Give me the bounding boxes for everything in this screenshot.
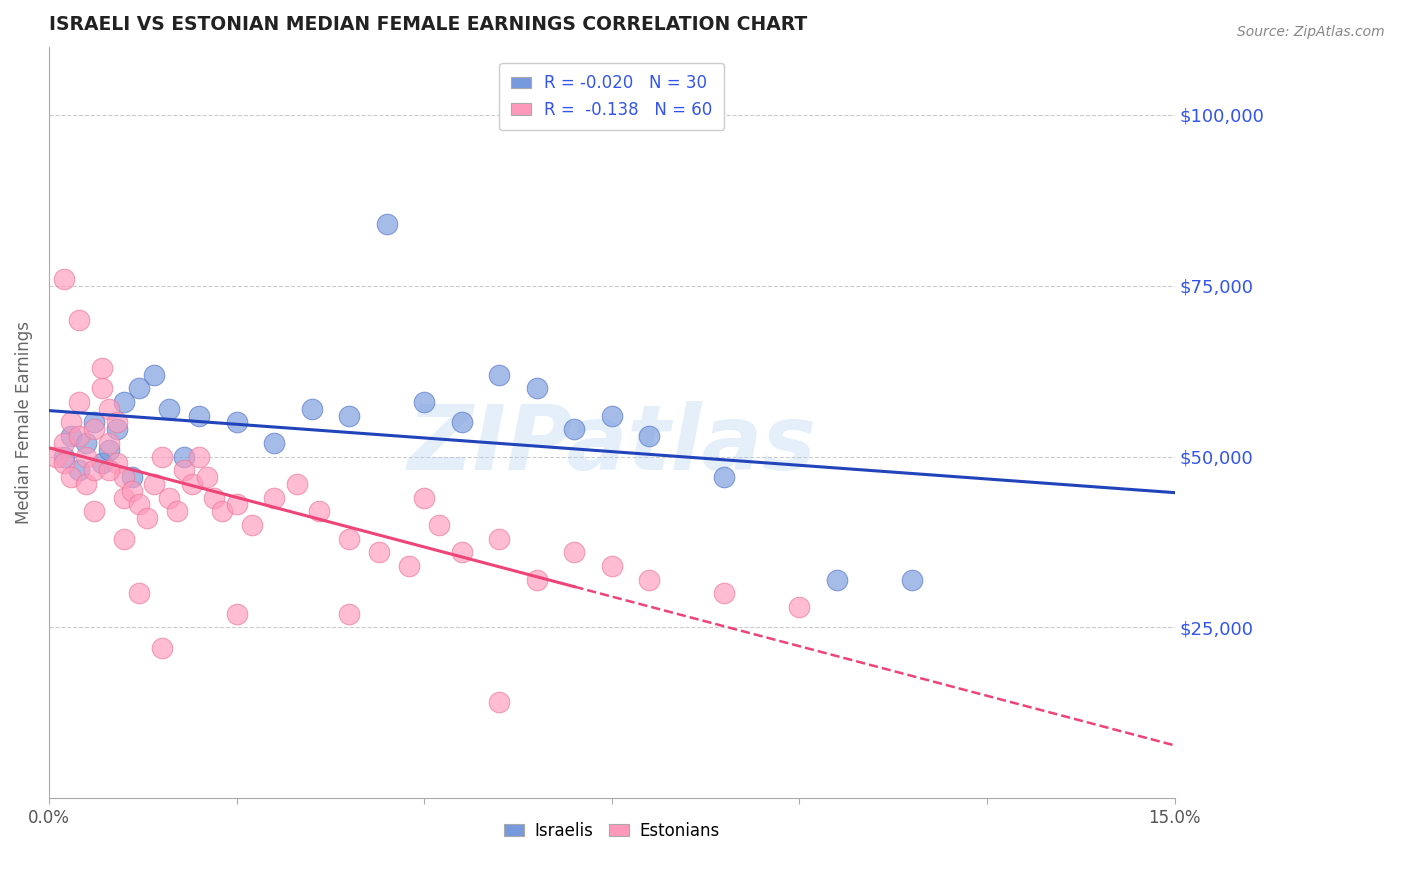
Estonians (180, 476, 202, 491)
Estonians (285, 476, 308, 491)
Estonians (150, 450, 173, 464)
Estonians (83, 463, 105, 477)
Estonians (337, 532, 360, 546)
Estonians (53, 436, 76, 450)
Israelis (128, 381, 150, 395)
Estonians (713, 586, 735, 600)
Estonians (83, 504, 105, 518)
Estonians (188, 450, 211, 464)
Israelis (76, 436, 98, 450)
Estonians (67, 429, 90, 443)
Israelis (600, 409, 623, 423)
Estonians (263, 491, 285, 505)
Text: ZIPatlas: ZIPatlas (408, 401, 817, 489)
Estonians (789, 599, 811, 614)
Israelis (638, 429, 661, 443)
Israelis (105, 422, 128, 436)
Israelis (825, 573, 848, 587)
Israelis (67, 463, 90, 477)
Estonians (240, 517, 263, 532)
Israelis (263, 436, 285, 450)
Israelis (225, 416, 247, 430)
Israelis (713, 470, 735, 484)
Estonians (90, 381, 112, 395)
Estonians (225, 607, 247, 621)
Estonians (98, 463, 121, 477)
Estonians (135, 511, 157, 525)
Estonians (67, 395, 90, 409)
Legend: Israelis, Estonians: Israelis, Estonians (498, 814, 727, 847)
Israelis (375, 217, 398, 231)
Estonians (143, 476, 166, 491)
Israelis (83, 416, 105, 430)
Estonians (488, 696, 510, 710)
Israelis (98, 442, 121, 457)
Estonians (60, 416, 83, 430)
Estonians (562, 545, 585, 559)
Israelis (413, 395, 436, 409)
Estonians (526, 573, 548, 587)
Israelis (121, 470, 143, 484)
Estonians (308, 504, 330, 518)
Estonians (450, 545, 472, 559)
Estonians (128, 497, 150, 511)
Estonians (90, 360, 112, 375)
Estonians (67, 313, 90, 327)
Estonians (166, 504, 188, 518)
Y-axis label: Median Female Earnings: Median Female Earnings (15, 321, 32, 524)
Estonians (638, 573, 661, 587)
Estonians (105, 416, 128, 430)
Estonians (60, 470, 83, 484)
Estonians (53, 456, 76, 470)
Estonians (98, 401, 121, 416)
Estonians (53, 272, 76, 286)
Israelis (901, 573, 924, 587)
Estonians (413, 491, 436, 505)
Estonians (173, 463, 195, 477)
Estonians (211, 504, 233, 518)
Estonians (337, 607, 360, 621)
Estonians (98, 436, 121, 450)
Estonians (398, 558, 420, 573)
Estonians (76, 476, 98, 491)
Estonians (600, 558, 623, 573)
Estonians (112, 470, 135, 484)
Estonians (112, 532, 135, 546)
Israelis (526, 381, 548, 395)
Estonians (128, 586, 150, 600)
Estonians (225, 497, 247, 511)
Estonians (157, 491, 180, 505)
Israelis (143, 368, 166, 382)
Text: Source: ZipAtlas.com: Source: ZipAtlas.com (1237, 25, 1385, 39)
Israelis (337, 409, 360, 423)
Israelis (157, 401, 180, 416)
Estonians (83, 422, 105, 436)
Israelis (53, 450, 76, 464)
Israelis (112, 395, 135, 409)
Text: ISRAELI VS ESTONIAN MEDIAN FEMALE EARNINGS CORRELATION CHART: ISRAELI VS ESTONIAN MEDIAN FEMALE EARNIN… (49, 15, 807, 34)
Estonians (368, 545, 391, 559)
Estonians (150, 640, 173, 655)
Estonians (105, 456, 128, 470)
Estonians (121, 483, 143, 498)
Israelis (60, 429, 83, 443)
Estonians (427, 517, 450, 532)
Estonians (112, 491, 135, 505)
Estonians (45, 450, 67, 464)
Estonians (76, 450, 98, 464)
Estonians (202, 491, 225, 505)
Israelis (562, 422, 585, 436)
Israelis (188, 409, 211, 423)
Estonians (488, 532, 510, 546)
Israelis (90, 456, 112, 470)
Israelis (450, 416, 472, 430)
Israelis (173, 450, 195, 464)
Israelis (301, 401, 323, 416)
Estonians (195, 470, 218, 484)
Israelis (488, 368, 510, 382)
